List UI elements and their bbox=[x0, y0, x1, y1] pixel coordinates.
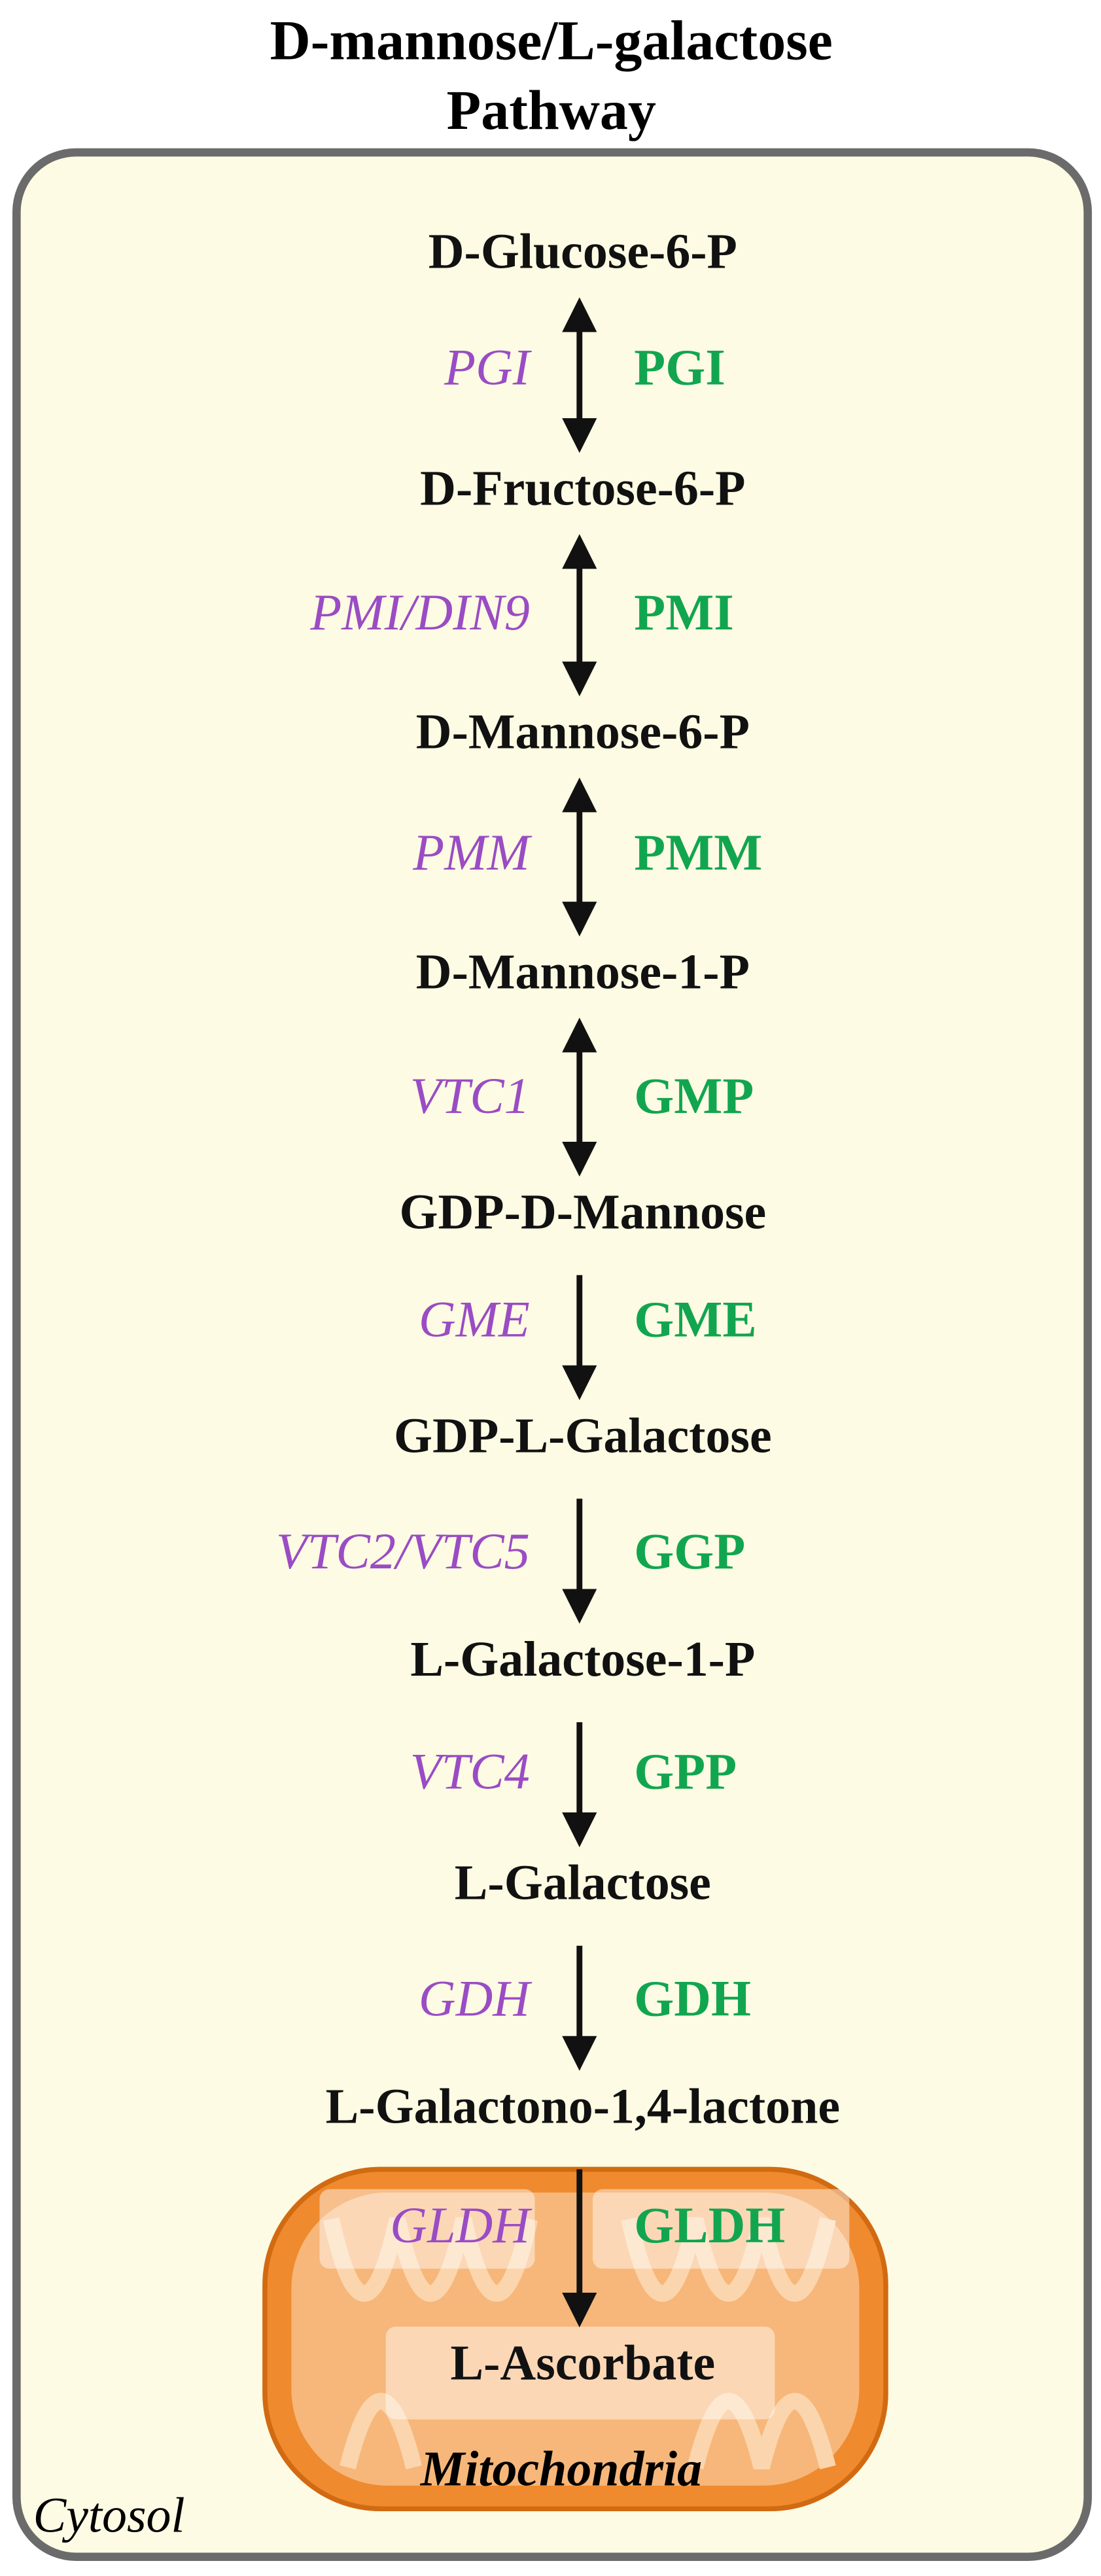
gene-label: PMM bbox=[412, 824, 532, 881]
enzyme-label: PGI bbox=[634, 338, 725, 395]
enzyme-label: PMM bbox=[634, 824, 762, 881]
enzyme-label: GME bbox=[634, 1291, 756, 1348]
gene-label: PMI/DIN9 bbox=[309, 584, 529, 641]
metabolite: L-Galactose bbox=[455, 1856, 711, 1911]
gene-label: PGI bbox=[444, 338, 533, 395]
metabolite: L-Galactono-1,4-lactone bbox=[326, 2079, 840, 2134]
metabolite: D-Mannose-6-P bbox=[416, 705, 750, 760]
gene-label: VTC2/VTC5 bbox=[276, 1523, 530, 1579]
metabolite: D-Fructose-6-P bbox=[420, 461, 745, 516]
enzyme-label: GMP bbox=[634, 1067, 754, 1124]
gene-label: GME bbox=[419, 1291, 530, 1348]
mitochondrion bbox=[262, 2166, 888, 2512]
compartment-label: Cytosol bbox=[33, 2488, 185, 2543]
title: Pathway bbox=[447, 79, 656, 141]
cytosol-box bbox=[12, 148, 1092, 2561]
metabolite: L-Galactose-1-P bbox=[410, 1632, 755, 1687]
enzyme-label: GGP bbox=[634, 1523, 745, 1579]
enzyme-label: PMI bbox=[634, 584, 733, 641]
gene-label: GLDH bbox=[390, 2197, 533, 2253]
metabolite: D-Mannose-1-P bbox=[416, 945, 750, 1000]
metabolite: GDP-L-Galactose bbox=[394, 1408, 772, 1463]
enzyme-label: GDH bbox=[634, 1969, 751, 2026]
metabolite: L-Ascorbate bbox=[450, 2336, 715, 2391]
metabolite: GDP-D-Mannose bbox=[399, 1185, 766, 1240]
compartment-label: Mitochondria bbox=[420, 2442, 702, 2497]
title: D-mannose/L-galactose bbox=[270, 9, 833, 72]
enzyme-label: GLDH bbox=[634, 2197, 785, 2253]
metabolite: D-Glucose-6-P bbox=[428, 224, 737, 279]
gene-label: VTC1 bbox=[410, 1067, 530, 1124]
gene-label: GDH bbox=[419, 1969, 533, 2026]
gene-label: VTC4 bbox=[410, 1743, 530, 1800]
enzyme-label: GPP bbox=[634, 1743, 737, 1800]
